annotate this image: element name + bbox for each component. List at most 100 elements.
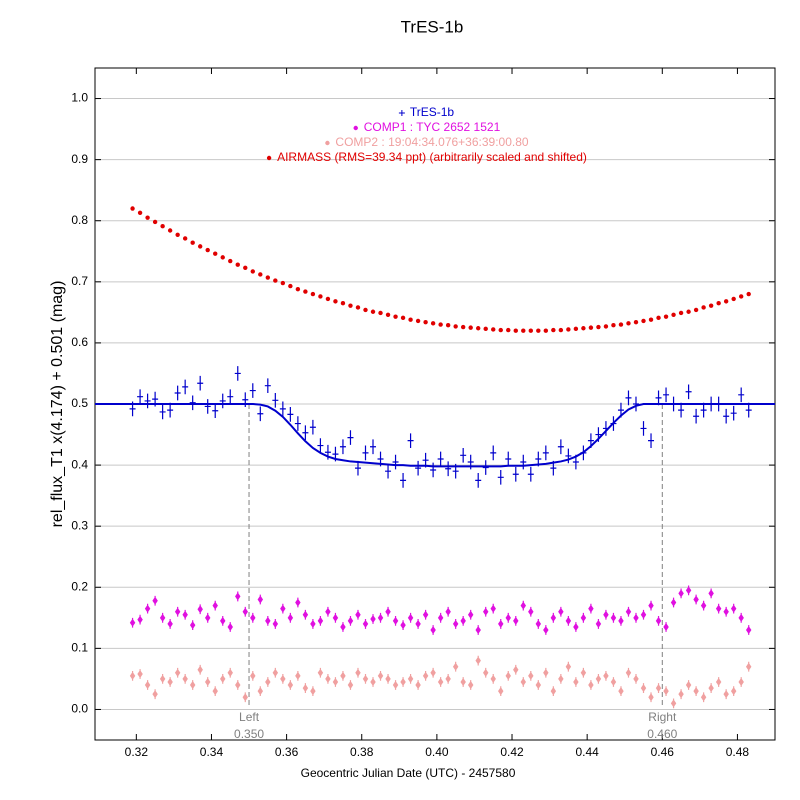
data-point <box>310 686 316 697</box>
data-point <box>693 307 699 313</box>
data-point <box>438 322 443 327</box>
data-point <box>663 686 669 697</box>
data-point <box>363 307 368 313</box>
data-point <box>678 588 684 599</box>
data-point <box>618 615 624 626</box>
legend-marker <box>398 110 405 116</box>
data-point <box>145 215 150 220</box>
data-point <box>588 680 594 690</box>
data-point <box>588 603 594 614</box>
data-point <box>385 606 391 617</box>
legend-marker <box>353 125 358 131</box>
marker-value: 0.460 <box>647 727 677 741</box>
data-point <box>265 677 271 687</box>
data-point <box>738 677 744 687</box>
data-point <box>723 299 729 304</box>
y-tick-label: 0.7 <box>71 274 88 288</box>
data-point <box>159 404 166 420</box>
data-point <box>159 674 166 684</box>
y-tick-label: 1.0 <box>71 91 88 105</box>
data-point <box>603 324 609 329</box>
data-point <box>437 451 444 467</box>
data-point <box>377 670 384 681</box>
data-point <box>738 387 745 403</box>
data-point <box>708 683 714 693</box>
data-point <box>618 686 624 697</box>
data-point <box>581 326 586 331</box>
data-point <box>362 674 369 684</box>
data-point <box>354 460 361 476</box>
data-point <box>686 309 691 314</box>
data-point <box>302 425 309 441</box>
chart-title: TrES-1b <box>401 17 464 36</box>
data-point <box>558 674 564 684</box>
data-point <box>182 236 188 241</box>
data-point <box>738 612 744 623</box>
data-point <box>280 674 286 684</box>
legend-label: AIRMASS (RMS=39.34 ppt) (arbitrarily sca… <box>277 150 587 164</box>
fit-line <box>95 403 775 468</box>
data-point <box>340 670 346 681</box>
data-point <box>498 686 504 697</box>
data-point <box>490 445 497 461</box>
data-point <box>392 615 399 626</box>
data-point <box>294 416 301 431</box>
data-point <box>557 439 564 455</box>
data-point <box>235 591 241 602</box>
data-point <box>288 283 293 289</box>
data-point <box>392 680 399 690</box>
data-point <box>137 614 143 625</box>
data-point <box>378 310 383 316</box>
data-point <box>491 327 496 332</box>
data-point <box>182 609 188 620</box>
data-point <box>723 408 730 424</box>
data-point <box>603 670 609 681</box>
data-point <box>715 603 722 614</box>
data-point <box>242 692 248 703</box>
data-point <box>347 430 354 445</box>
data-point <box>633 674 639 684</box>
x-tick-label: 0.38 <box>350 745 374 759</box>
data-point <box>302 683 309 693</box>
data-point <box>498 327 503 333</box>
data-point <box>656 315 661 321</box>
x-tick-label: 0.40 <box>425 745 449 759</box>
data-point <box>580 667 587 678</box>
data-point <box>279 401 286 417</box>
data-point <box>362 619 369 629</box>
data-point <box>505 670 511 681</box>
x-tick-label: 0.32 <box>125 745 149 759</box>
data-point <box>430 667 436 678</box>
data-point <box>339 439 346 455</box>
data-point <box>422 609 429 620</box>
data-point <box>377 612 384 623</box>
data-point <box>250 670 256 681</box>
data-point <box>160 224 165 229</box>
data-point <box>189 395 196 411</box>
data-point <box>415 619 421 629</box>
data-point <box>295 670 301 681</box>
data-point <box>197 604 203 615</box>
data-point <box>242 606 248 617</box>
data-point <box>453 324 458 329</box>
data-point <box>287 407 294 422</box>
data-point <box>385 674 391 684</box>
data-point <box>220 255 225 260</box>
data-point <box>317 667 324 678</box>
data-point <box>257 406 264 422</box>
data-point <box>212 403 219 419</box>
data-point <box>625 667 632 678</box>
marker-value: 0.350 <box>234 727 264 741</box>
data-point <box>648 692 654 703</box>
data-point <box>137 389 144 404</box>
data-point <box>212 600 218 611</box>
y-tick-label: 0.8 <box>71 213 88 227</box>
data-point <box>506 327 511 333</box>
data-point <box>625 606 632 617</box>
data-point <box>527 466 534 482</box>
data-point <box>174 606 181 617</box>
data-point <box>370 614 376 624</box>
data-point <box>392 454 399 470</box>
data-point <box>573 622 579 632</box>
data-point <box>370 439 377 455</box>
